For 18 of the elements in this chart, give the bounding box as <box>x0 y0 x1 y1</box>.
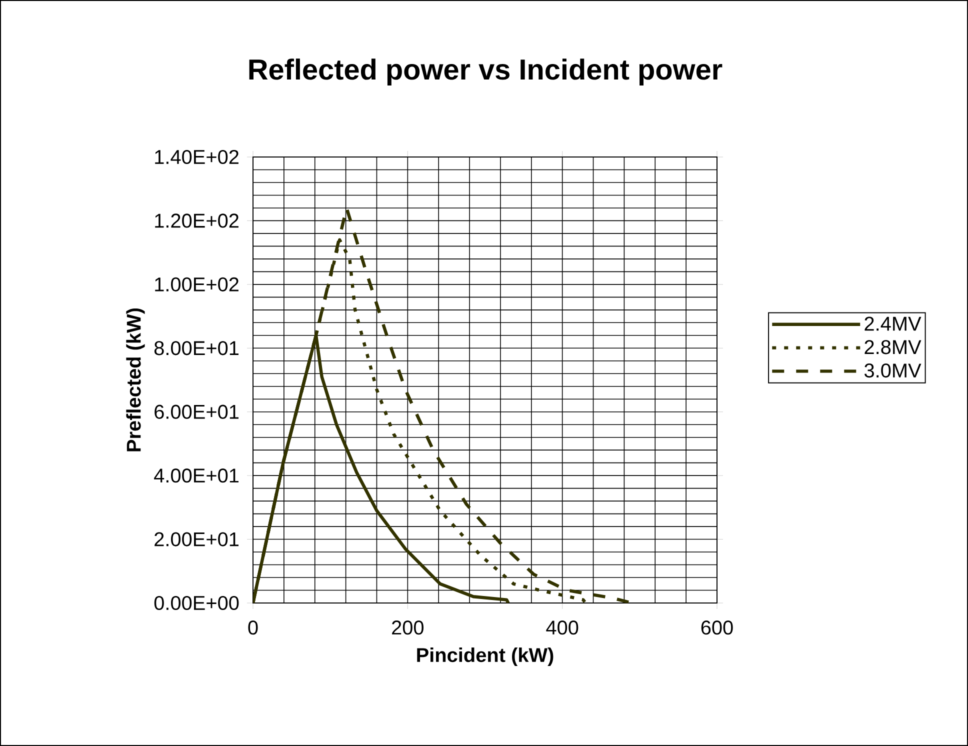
x-tick-label: 600 <box>701 620 733 635</box>
y-tick-label: 6.00E+01 <box>154 404 238 419</box>
x-tick-label: 400 <box>546 620 578 635</box>
y-axis-title: Preflected (kW) <box>126 308 145 452</box>
y-tick-label: 2.00E+01 <box>154 532 238 546</box>
x-tick-label: 0 <box>248 620 258 635</box>
y-tick-label: 1.00E+02 <box>155 277 238 292</box>
y-tick-label: 4.00E+01 <box>154 468 238 483</box>
legend-label: 3.0MV <box>864 363 922 378</box>
legend-label: 2.4MV <box>864 316 922 331</box>
legend-label: 2.8MV <box>864 340 922 354</box>
y-tick-label: 8.00E+01 <box>154 341 238 356</box>
chart-title: Reflected power vs Incident power <box>249 58 722 86</box>
y-tick-label: 1.40E+02 <box>155 150 238 164</box>
y-tick-label: 0.00E+00 <box>154 596 239 610</box>
y-tick-label: 1.20E+02 <box>155 214 238 228</box>
x-axis-title: Pincident (kW) <box>417 647 554 666</box>
x-tick-label: 200 <box>392 620 424 635</box>
